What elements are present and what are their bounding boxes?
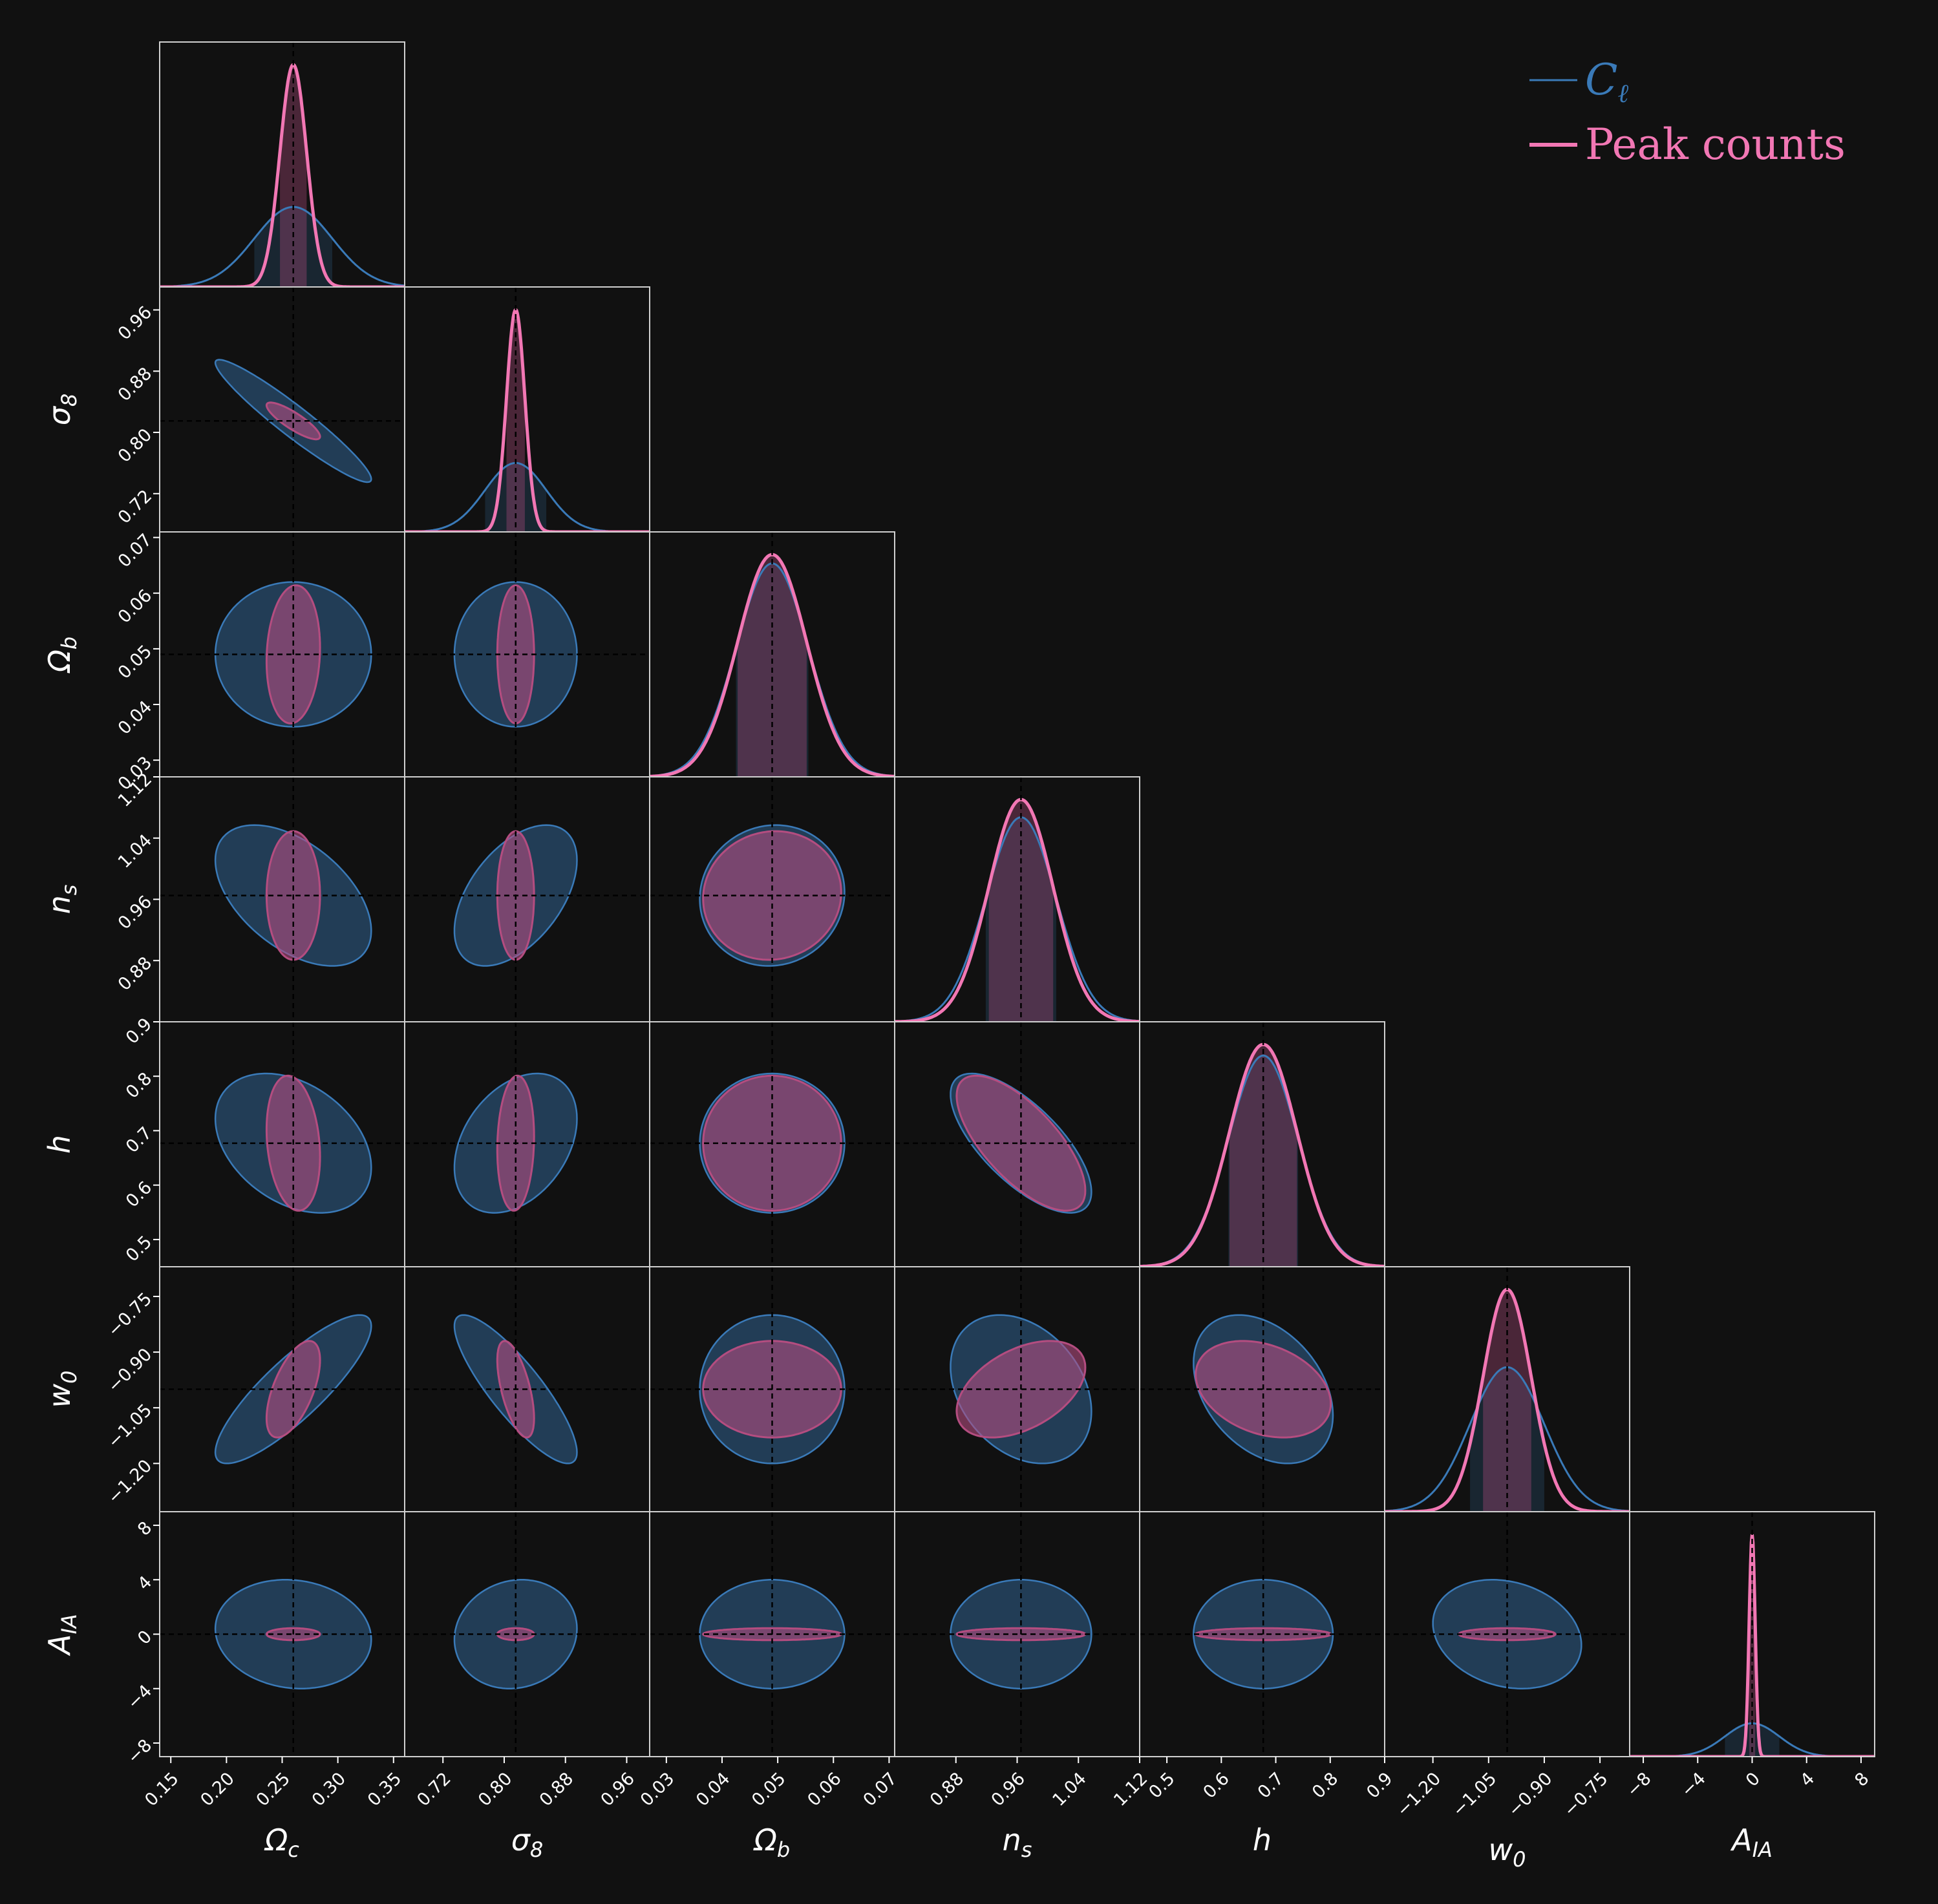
- legend-peak-label: Peak counts: [1585, 120, 1846, 169]
- peak-marginal-h: [1140, 1042, 1385, 1267]
- panel-sigma_8-w_0: [405, 1267, 650, 1512]
- peak-band-n_s: [988, 799, 1054, 1022]
- panel-omega_b-n_s: [650, 777, 895, 1022]
- panel-n_s-w_0: [895, 1267, 1140, 1512]
- legend: Cℓ Peak counts: [1529, 55, 1846, 169]
- panel-sigma_8-omega_b: [405, 532, 650, 777]
- panel-omega_c-n_s: [160, 777, 405, 1022]
- cl-marginal-n_s: [895, 816, 1140, 1022]
- peak-band-omega_c: [280, 65, 307, 287]
- y-axis-label-omega_b: Ωb: [42, 637, 81, 673]
- panel-omega_c-omega_b: [160, 532, 405, 777]
- y-axis-label-h: h: [42, 1135, 77, 1154]
- peak-band-h: [1230, 1044, 1297, 1267]
- panel-n_s-a_ia: [895, 1512, 1140, 1757]
- panel-n_s-n_s: [895, 777, 1140, 1022]
- cl-marginal-omega_c: [160, 206, 405, 287]
- panel-sigma_8-h: [405, 1022, 650, 1267]
- cl-band-n_s: [985, 817, 1056, 1022]
- peak-band-sigma_8: [506, 310, 525, 532]
- panel-omega_b-h: [650, 1022, 895, 1267]
- panel-omega_c-h: [160, 1022, 405, 1267]
- peak-band-omega_b: [738, 555, 807, 777]
- panel-omega_c-sigma_8: [160, 287, 405, 532]
- x-axis-label-h: h: [1253, 1823, 1272, 1857]
- panel-omega_b-omega_b: [650, 532, 895, 777]
- panel-w_0-a_ia: [1385, 1512, 1630, 1757]
- panel-omega_c-a_ia: [160, 1512, 405, 1757]
- cl-band-omega_c: [254, 207, 332, 287]
- panel-sigma_8-n_s: [405, 777, 650, 1022]
- panel-omega_b-a_ia: [650, 1512, 895, 1757]
- panel-sigma_8-a_ia: [405, 1512, 650, 1757]
- panel-omega_b-w_0: [650, 1267, 895, 1512]
- x-axis-label-omega_c: Ωc: [264, 1823, 299, 1862]
- panel-h-a_ia: [1140, 1512, 1385, 1757]
- panel-h-w_0: [1140, 1267, 1385, 1512]
- panel-n_s-h: [895, 1022, 1140, 1267]
- panel-omega_c-omega_c: [160, 42, 405, 287]
- x-axis-label-omega_b: Ωb: [753, 1823, 790, 1862]
- panel-w_0-w_0: [1385, 1267, 1630, 1512]
- peak-marginal-sigma_8: [405, 307, 650, 532]
- panels: [159, 41, 1875, 1757]
- panel-omega_c-w_0: [160, 1267, 405, 1512]
- peak-band-w_0: [1483, 1289, 1531, 1512]
- peak-marginal-omega_c: [160, 63, 405, 287]
- peak-marginal-n_s: [895, 798, 1140, 1022]
- panel-h-h: [1140, 1022, 1385, 1267]
